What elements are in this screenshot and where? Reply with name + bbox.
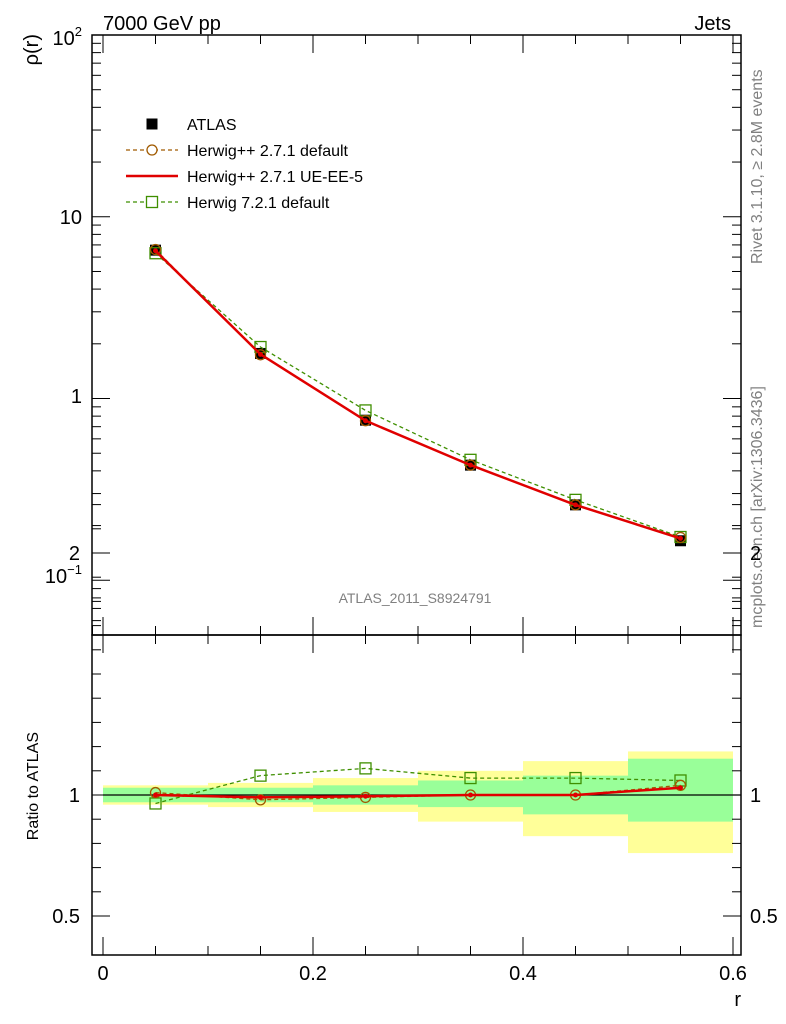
ratio-xlabel: r — [734, 989, 741, 1011]
mcplots-label: mcplots.cern.ch [arXiv:1306.3436] — [749, 386, 766, 628]
xtick-label: 0.2 — [299, 963, 327, 985]
main-line-solid — [154, 249, 681, 540]
main-marker-dot — [468, 462, 473, 468]
ratio-ytick-label-left: 2 — [69, 543, 80, 565]
ratio-ytick-label-right: 2 — [750, 543, 761, 565]
ratio-marker-circle — [674, 779, 687, 791]
main-marker-circle — [149, 243, 162, 256]
ratio-marker-square — [254, 769, 267, 782]
xtick-label: 0.4 — [509, 963, 537, 985]
ratio-marker-dot — [258, 794, 263, 800]
main-marker-square — [359, 404, 372, 417]
ratio-marker-square — [464, 771, 477, 785]
legend-marker-atlas — [146, 118, 158, 130]
legend-marker-circle — [146, 144, 158, 156]
ratio-line-dashed-square — [155, 767, 681, 805]
legend-label: Herwig 7.2.1 default — [187, 195, 330, 212]
main-line-dashed-square — [155, 252, 681, 538]
legend-marker-square — [145, 195, 159, 209]
main-marker-dot — [573, 502, 578, 508]
legend-label: Herwig++ 2.7.1 UE-EE-5 — [187, 169, 363, 186]
main-ylabel: ρ(r) — [21, 34, 43, 65]
ratio-line-solid — [155, 786, 681, 799]
xtick-label: 0.6 — [719, 963, 747, 985]
main-plot-panel: 10−1 1 10 102 ATLAS Herwig++ 2.7.1 defaul… — [45, 24, 742, 636]
main-marker-circle — [359, 415, 372, 427]
header-left: 7000 GeV pp — [103, 13, 221, 35]
ratio-ylabel: Ratio to ATLAS — [25, 732, 42, 840]
ytick-label-1: 1 — [71, 386, 82, 408]
ratio-ytick-label-left: 1 — [69, 785, 80, 807]
ratio-marker-dot — [153, 792, 158, 798]
ratio-marker-dot — [678, 785, 683, 791]
main-marker-circle — [569, 499, 582, 511]
legend: ATLAS Herwig++ 2.7.1 default Herwig++ 2.7.… — [126, 117, 363, 212]
header-right: Jets — [694, 13, 731, 35]
main-marker-square — [149, 247, 162, 260]
xtick-label: 0 — [97, 963, 108, 985]
ratio-marker-square — [359, 762, 372, 775]
main-marker-dot — [678, 535, 683, 541]
ratio-marker-dot — [573, 792, 578, 798]
analysis-id: ATLAS_2011_S8924791 — [339, 590, 492, 606]
main-marker-dot — [363, 418, 368, 424]
ratio-ytick-label-left: 0.5 — [52, 906, 80, 928]
legend-label: Herwig++ 2.7.1 default — [187, 143, 349, 160]
ratio-marker-dot — [468, 792, 473, 798]
main-marker-dot — [258, 351, 263, 357]
main-marker-circle — [254, 349, 267, 361]
ytick-label-0.1: 10−1 — [45, 562, 82, 588]
ratio-marker-dot — [363, 793, 368, 799]
ratio-ytick-label-right: 1 — [750, 785, 761, 807]
rivet-label: Rivet 3.1.10, ≥ 2.8M events — [749, 69, 766, 264]
main-marker-circle — [464, 459, 477, 471]
ratio-marker-circle — [149, 786, 162, 799]
ratio-marker-circle — [254, 794, 267, 806]
ratio-marker-square — [569, 771, 582, 785]
ytick-label-100: 102 — [53, 24, 82, 50]
legend-label: ATLAS — [187, 117, 237, 134]
ratio-plot-panel: 0.5 0.5 1 1 2 2 0 0.2 0.4 0.6 — [52, 504, 778, 985]
ytick-label-10: 10 — [60, 207, 82, 229]
ratio-ytick-label-right: 0.5 — [750, 906, 778, 928]
main-line-dashed-circle — [155, 249, 681, 539]
main-marker-dot — [153, 248, 158, 254]
